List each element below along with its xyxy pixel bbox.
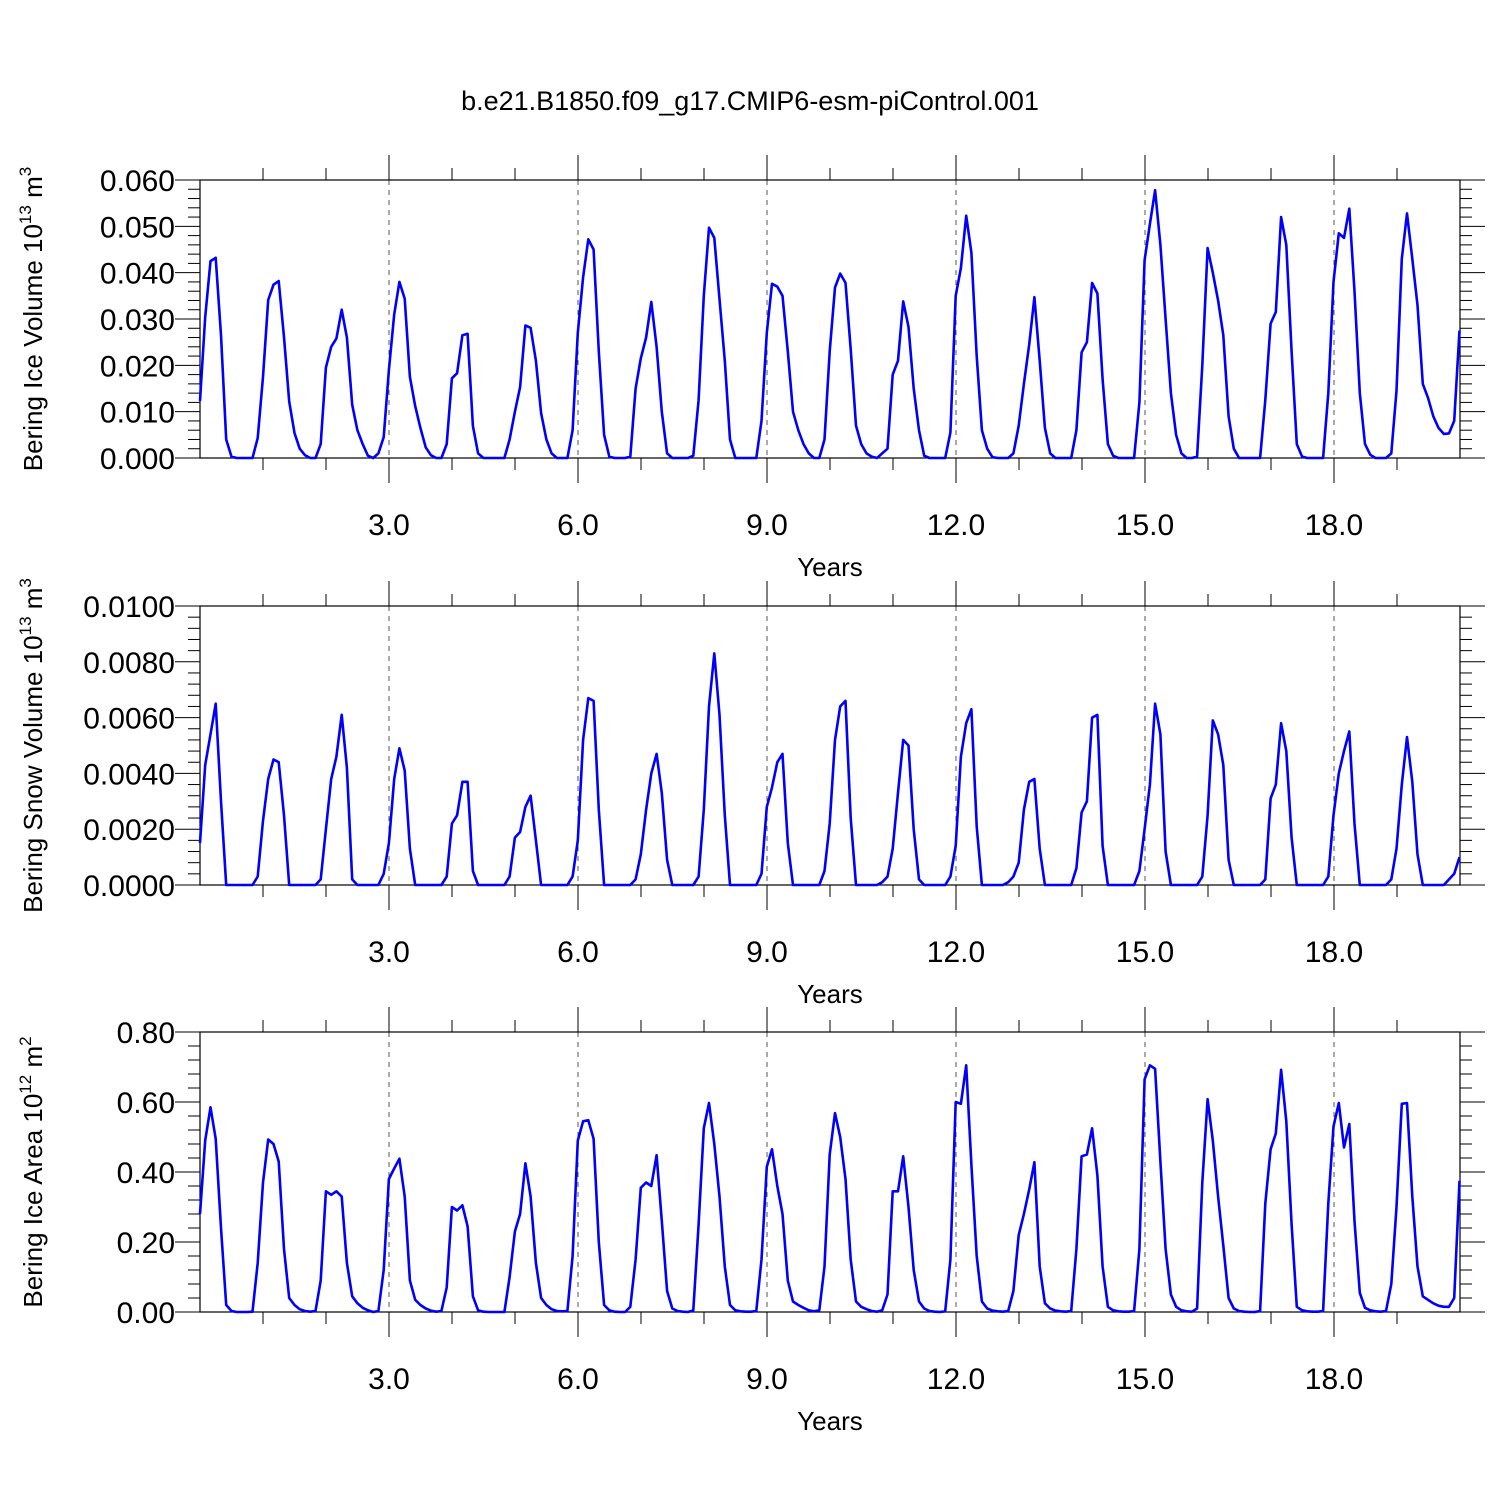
y-tick-label: 0.20 <box>117 1227 175 1260</box>
y-tick-label: 0.0080 <box>83 647 175 680</box>
y-tick-label: 0.010 <box>100 397 175 430</box>
x-tick-label: 18.0 <box>1305 936 1363 969</box>
x-tick-label: 6.0 <box>557 1363 599 1396</box>
series-line <box>198 1064 1461 1314</box>
y-tick-label: 0.030 <box>100 304 175 337</box>
y-tick-label: 0.00 <box>117 1297 175 1330</box>
x-tick-label: 9.0 <box>746 1363 788 1396</box>
chart-title: b.e21.B1850.f09_g17.CMIP6-esm-piControl.… <box>461 86 1039 116</box>
x-tick-label: 15.0 <box>1116 1363 1174 1396</box>
chart-panel-1: 0.000 0.010 0.020 0.030 0.040 0.050 0.060 3.0 6.… <box>16 155 1485 582</box>
x-axis-label: Years <box>797 552 863 582</box>
x-tick-label: 3.0 <box>368 509 410 542</box>
y-tick-label: 0.0060 <box>83 703 175 736</box>
x-axis-label: Years <box>797 1406 863 1436</box>
series-line <box>198 188 1461 460</box>
x-tick-label: 12.0 <box>927 936 985 969</box>
y-tick-label: 0.020 <box>100 350 175 383</box>
y-axis-label: Bering Snow Volume 1013 m3 <box>16 578 48 913</box>
y-tick-label: 0.0000 <box>83 870 175 903</box>
y-tick-label: 0.0100 <box>83 591 175 624</box>
x-tick-label: 12.0 <box>927 1363 985 1396</box>
x-tick-label: 18.0 <box>1305 509 1363 542</box>
x-tick-label: 3.0 <box>368 1363 410 1396</box>
x-axis-label: Years <box>797 979 863 1009</box>
y-tick-label: 0.0020 <box>83 814 175 847</box>
y-tick-label: 0.050 <box>100 211 175 244</box>
x-tick-label: 9.0 <box>746 509 788 542</box>
x-tick-label: 12.0 <box>927 509 985 542</box>
series-line <box>198 652 1461 887</box>
x-tick-label: 9.0 <box>746 936 788 969</box>
plot-frame <box>199 179 1461 459</box>
x-tick-label: 18.0 <box>1305 1363 1363 1396</box>
x-tick-label: 3.0 <box>368 936 410 969</box>
plot-frame <box>199 1031 1461 1313</box>
plot-frame <box>199 605 1461 886</box>
y-tick-label: 0.060 <box>100 165 175 198</box>
x-tick-label: 6.0 <box>557 936 599 969</box>
y-axis-label: Bering Ice Volume 1013 m3 <box>16 167 48 471</box>
x-tick-label: 6.0 <box>557 509 599 542</box>
y-axis-label: Bering Ice Area 1012 m2 <box>16 1036 48 1307</box>
y-tick-label: 0.40 <box>117 1157 175 1190</box>
y-tick-label: 0.000 <box>100 443 175 476</box>
x-tick-label: 15.0 <box>1116 509 1174 542</box>
y-tick-label: 0.040 <box>100 258 175 291</box>
x-tick-label: 15.0 <box>1116 936 1174 969</box>
y-tick-label: 0.0040 <box>83 758 175 791</box>
chart-panel-2: 0.0000 0.0020 0.0040 0.0060 0.0080 0.0100 3.0 6… <box>16 578 1485 1009</box>
chart-panel-3: 0.00 0.20 0.40 0.60 0.80 3.0 6.0 9.0 12.0 15.0 18.… <box>16 1007 1485 1436</box>
y-tick-label: 0.60 <box>117 1087 175 1120</box>
y-tick-label: 0.80 <box>117 1017 175 1050</box>
